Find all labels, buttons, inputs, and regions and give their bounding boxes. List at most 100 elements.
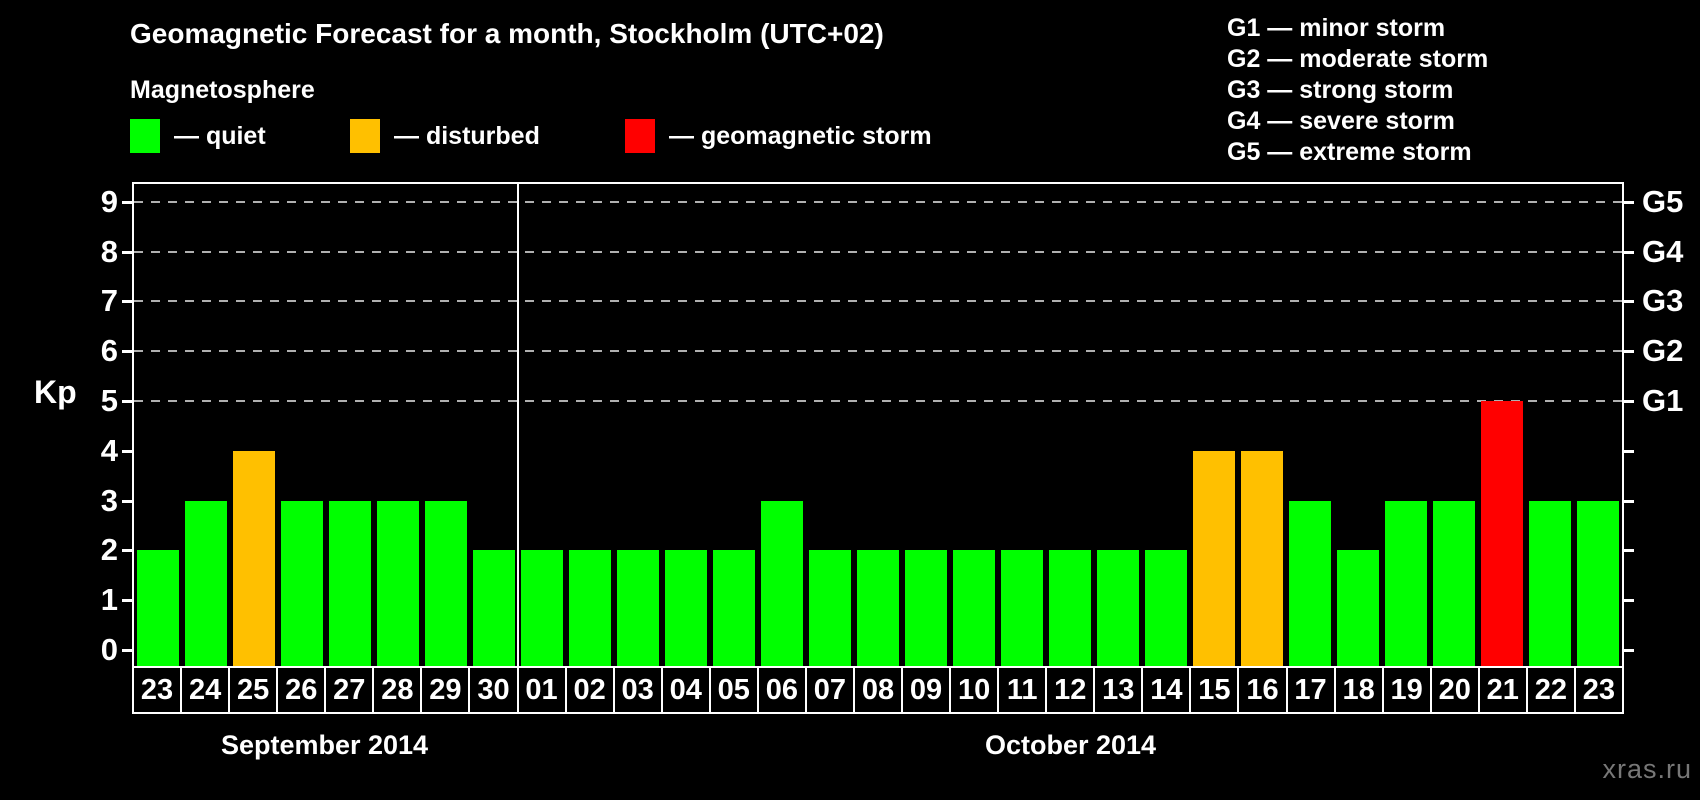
- g-axis-label-G5: G5: [1642, 183, 1684, 219]
- day-cell-14: 14: [1141, 666, 1192, 714]
- legend-swatch-disturbed-icon: [350, 119, 380, 153]
- day-cell-12: 12: [1045, 666, 1096, 714]
- day-cell-29: 29: [420, 666, 471, 714]
- y-axis-tick-left: [122, 649, 132, 652]
- day-cell-13: 13: [1093, 666, 1144, 714]
- legend-item-disturbed: — disturbed: [350, 118, 540, 154]
- g-scale-legend: G1 — minor storm G2 — moderate storm G3 — …: [1227, 13, 1488, 168]
- y-tick-label-1: 1: [100, 582, 118, 618]
- kp-bar-17: [1289, 500, 1331, 666]
- g-legend-item-4: G4 — severe storm: [1227, 107, 1455, 135]
- y-axis-tick-left: [122, 250, 132, 254]
- kp-bar-13: [1097, 550, 1139, 666]
- y-axis-tick-right: [1624, 649, 1634, 652]
- kp-bar-07: [809, 550, 851, 666]
- day-cell-18: 18: [1333, 666, 1384, 714]
- y-axis-tick-right: [1624, 449, 1634, 453]
- page-title: Geomagnetic Forecast for a month, Stockh…: [130, 18, 884, 49]
- day-cell-30: 30: [468, 666, 519, 714]
- kp-bar-08: [857, 550, 899, 666]
- day-cell-02: 02: [564, 666, 615, 714]
- legend-swatch-storm-icon: [625, 119, 655, 153]
- day-cell-19: 19: [1381, 666, 1432, 714]
- y-tick-label-2: 2: [100, 532, 118, 568]
- g-axis-label-G4: G4: [1642, 233, 1684, 269]
- day-cell-05: 05: [708, 666, 759, 714]
- y-axis-tick-right: [1624, 300, 1634, 304]
- grid-line-kp8: [134, 250, 1622, 253]
- day-cell-10: 10: [949, 666, 1000, 714]
- day-cell-22: 22: [1525, 666, 1576, 714]
- grid-line-kp5: [134, 400, 1622, 402]
- kp-bar-14: [1145, 550, 1187, 666]
- kp-bar-15: [1193, 450, 1235, 666]
- y-tick-label-0: 0: [100, 632, 118, 667]
- y-tick-label-7: 7: [100, 283, 118, 319]
- day-cell-08: 08: [852, 666, 903, 714]
- magnetosphere-legend: — quiet — disturbed — geomagnetic storm: [0, 118, 1100, 158]
- kp-bar-28: [377, 500, 419, 666]
- y-tick-label-4: 4: [100, 432, 118, 468]
- y-tick-label-6: 6: [100, 333, 118, 369]
- y-axis-tick-left: [122, 449, 132, 453]
- day-cell-20: 20: [1429, 666, 1480, 714]
- y-axis-tick-left: [122, 400, 132, 403]
- grid-line-kp9: [134, 200, 1622, 203]
- day-cell-04: 04: [660, 666, 711, 714]
- day-cell-09: 09: [901, 666, 952, 714]
- g-axis-label-G2: G2: [1642, 333, 1684, 369]
- y-axis-tick-right: [1624, 599, 1634, 603]
- kp-bar-22: [1529, 500, 1571, 666]
- g-axis-label-G3: G3: [1642, 283, 1684, 319]
- kp-bar-05: [713, 550, 755, 666]
- month-label-1: September 2014: [220, 730, 429, 760]
- y-axis-tick-left: [122, 549, 132, 553]
- day-cell-17: 17: [1285, 666, 1336, 714]
- day-cell-03: 03: [612, 666, 663, 714]
- y-axis-tick-left: [122, 200, 132, 204]
- legend-swatch-quiet-icon: [130, 119, 160, 153]
- y-axis-title: Kp: [34, 374, 77, 410]
- y-axis-tick-right: [1624, 350, 1634, 354]
- legend-item-quiet: — quiet: [130, 118, 266, 154]
- day-cell-23: 23: [1573, 666, 1624, 714]
- g-legend-item-1: G1 — minor storm: [1227, 14, 1446, 42]
- y-axis-tick-left: [122, 300, 132, 304]
- kp-bar-21: [1481, 401, 1523, 666]
- y-tick-label-9: 9: [100, 183, 118, 219]
- kp-bar-11: [1001, 550, 1043, 666]
- day-cell-25: 25: [228, 666, 279, 714]
- kp-bar-16: [1241, 450, 1283, 666]
- legend-label: — geomagnetic storm: [669, 122, 932, 150]
- y-axis-tick-right: [1624, 200, 1634, 204]
- kp-bar-02: [569, 550, 611, 666]
- kp-bar-30: [473, 550, 515, 666]
- kp-bar-23: [1577, 500, 1619, 666]
- kp-bar-20: [1433, 500, 1475, 666]
- kp-bar-24: [185, 500, 227, 666]
- day-cell-07: 07: [804, 666, 855, 714]
- g-legend-item-2: G2 — moderate storm: [1227, 45, 1489, 73]
- y-axis-tick-left: [122, 599, 132, 603]
- magnetosphere-label: Magnetosphere: [130, 76, 315, 104]
- kp-bar-06: [761, 500, 803, 666]
- legend-item-storm: — geomagnetic storm: [625, 118, 932, 154]
- day-cell-23: 23: [132, 666, 183, 714]
- y-tick-label-8: 8: [100, 233, 118, 269]
- y-axis-tick-right: [1624, 549, 1634, 553]
- kp-bar-09: [905, 550, 947, 666]
- grid-line-kp7: [134, 300, 1622, 303]
- y-tick-label-5: 5: [100, 383, 118, 418]
- day-cell-15: 15: [1189, 666, 1240, 714]
- kp-bar-29: [425, 500, 467, 666]
- kp-bar-03: [617, 550, 659, 666]
- day-cell-16: 16: [1237, 666, 1288, 714]
- month-label-2: October 2014: [984, 730, 1157, 760]
- kp-bar-18: [1337, 550, 1379, 666]
- y-axis-tick-right: [1624, 250, 1634, 254]
- watermark: xras.ru: [1602, 754, 1692, 784]
- kp-bar-01: [521, 550, 563, 666]
- day-cell-06: 06: [756, 666, 807, 714]
- day-label-row: 23 24 25 26 27 28 29 30 01 02 03 04 05 06 07 08 09 10 11 12…: [132, 666, 1624, 714]
